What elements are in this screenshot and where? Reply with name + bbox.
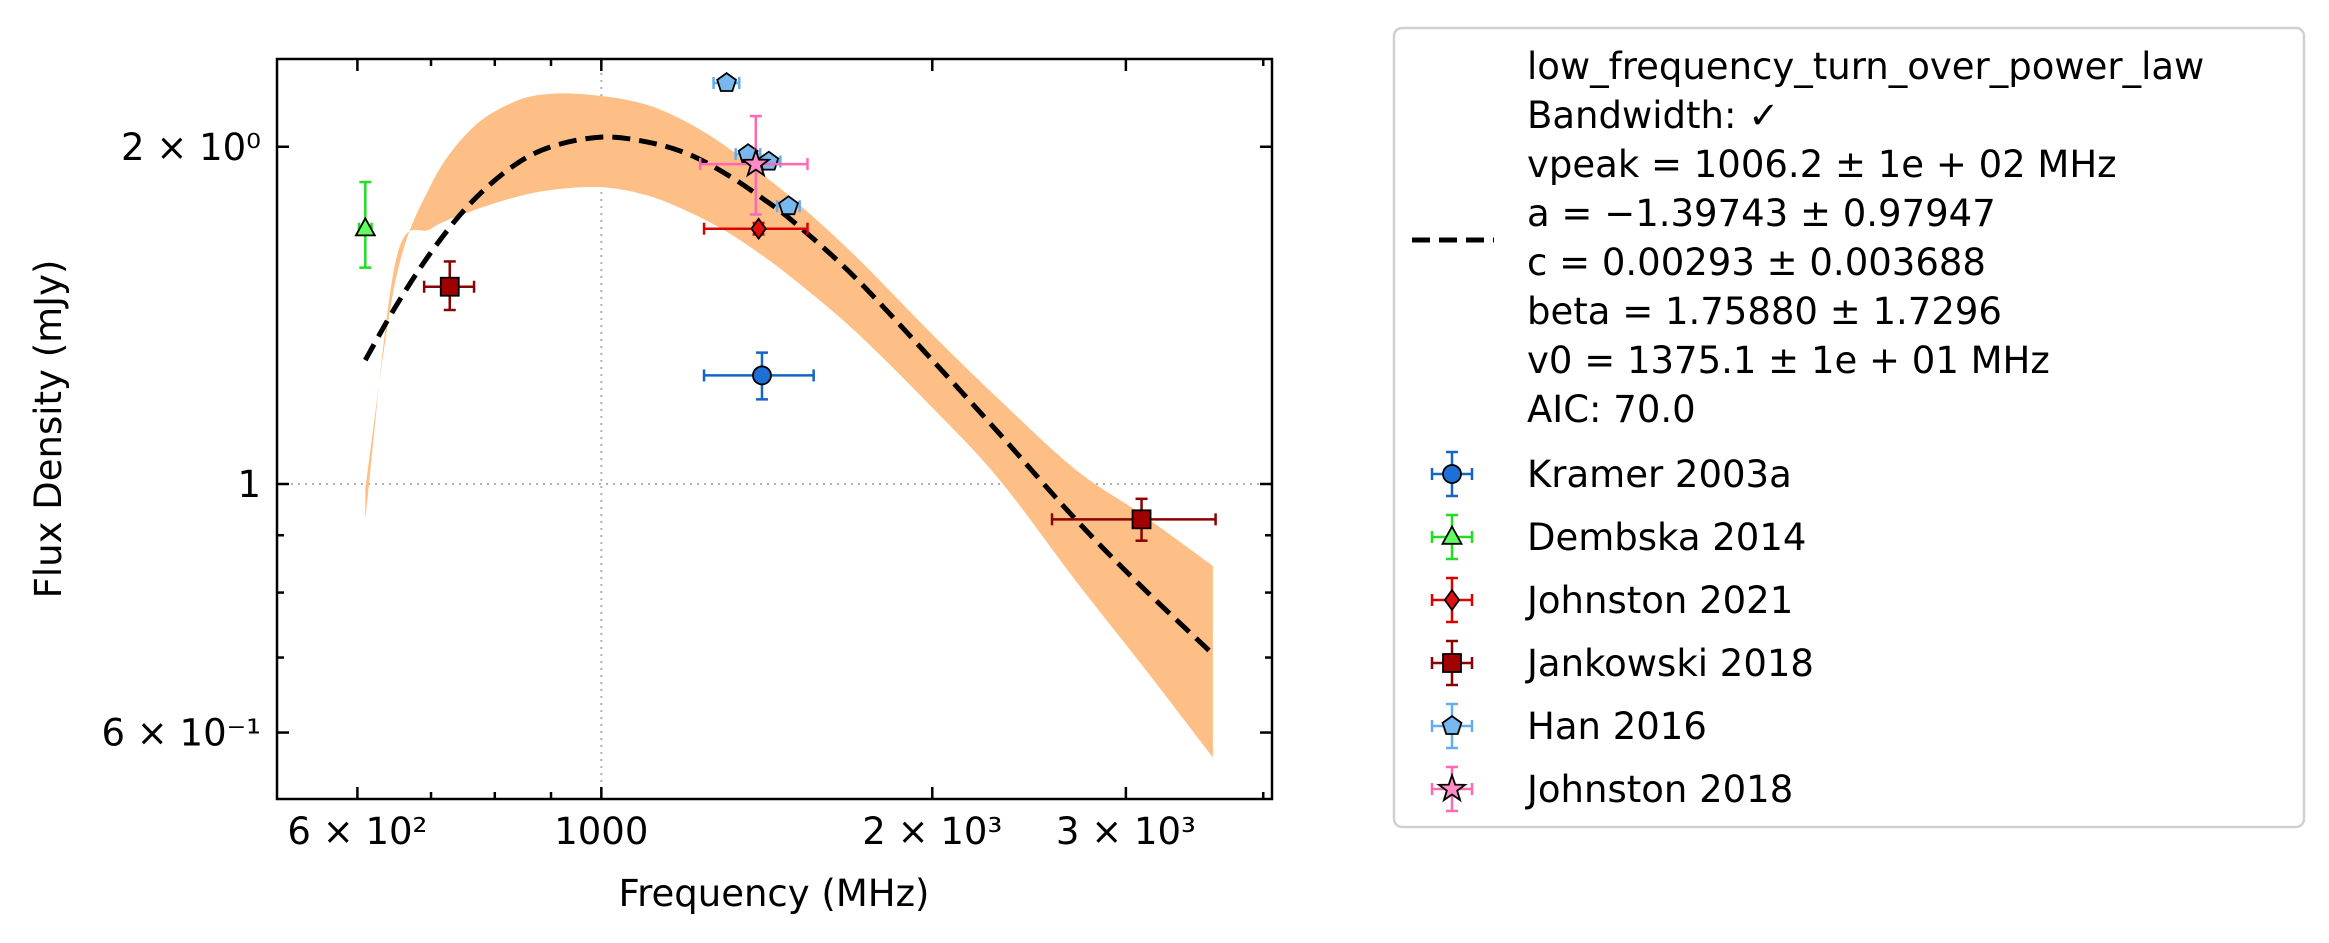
legend-fit-line-5: beta = 1.75880 ± 1.7296 [1527,290,2002,333]
series-jankowski-2018 [422,260,1217,542]
point-kramer-2003a-0 [702,351,815,401]
x-tick-label-2000: 2 × 10³ [862,810,1002,853]
legend-label-jankowski-2018: Jankowski 2018 [1525,642,1814,685]
fit-band-group [365,93,1213,758]
legend-fit-line-0: low_frequency_turn_over_power_law [1527,45,2204,88]
legend-handle-johnston-2021-marker [1443,588,1461,612]
legend-handle-dembska-2014 [1430,513,1474,561]
fit-curve-group [363,134,1215,656]
legend-handle-kramer-2003a [1430,450,1474,498]
y-tick-label-0.6: 6 × 10⁻¹ [101,712,261,755]
legend-handle-johnston-2018-marker [1436,772,1468,803]
y-tick-label-1: 1 [237,463,261,506]
plot-frame [275,57,1274,801]
y-tick-labels: 6 × 10⁻¹ 1 2 × 10⁰ [101,126,261,755]
legend-box [1392,26,2306,829]
legend-fit-line-4: c = 0.00293 ± 0.003688 [1527,241,1986,284]
y-tick-label-2: 2 × 10⁰ [121,126,261,169]
legend-handle-johnston-2018 [1430,765,1474,813]
legend-fit-line-1: Bandwidth: ✓ [1527,94,1779,137]
series-dembska-2014 [354,180,377,269]
point-johnston-2021-0 [702,217,809,241]
point-han-2016-0 [712,71,741,92]
grid [277,59,1272,799]
legend-fit-line-7: AIC: 70.0 [1527,388,1696,431]
legend-handle-han-2016-marker [1441,714,1463,735]
point-jankowski-2018-0-marker [439,276,460,297]
legend-handle-dembska-2014-marker [1440,524,1464,545]
series-johnston-2018 [698,114,809,216]
point-dembska-2014-0 [354,180,377,269]
series-kramer-2003a [702,351,815,401]
axis-ticks [277,59,1272,799]
point-jankowski-2018-1-marker [1131,509,1152,530]
fit-uncertainty-band [365,93,1213,758]
fit-curve [363,134,1215,656]
legend-fit-line-6: v0 = 1375.1 ± 1e + 01 MHz [1527,339,2050,382]
legend-handle-han-2016 [1430,702,1474,750]
point-han-2016-0-marker [716,71,738,92]
legend-fit-line-3: a = −1.39743 ± 0.97947 [1527,192,1996,235]
legend-handle-kramer-2003a-marker [1442,464,1462,484]
legend-label-johnston-2018: Johnston 2018 [1525,768,1793,811]
x-tick-label-3000: 3 × 10³ [1056,810,1196,853]
legend-handle-jankowski-2018 [1430,639,1474,687]
x-tick-label-600: 6 × 10² [287,810,427,853]
point-jankowski-2018-1 [1050,497,1217,542]
data-points [354,71,1217,542]
legend-handles [1412,237,1494,813]
point-jankowski-2018-0 [422,260,476,312]
point-han-2016-3-marker [778,195,799,216]
x-tick-labels: 6 × 10² 1000 2 × 10³ 3 × 10³ [287,810,1195,853]
point-dembska-2014-0-marker [354,216,377,237]
y-axis-label: Flux Density (mJy) [27,260,70,599]
legend: low_frequency_turn_over_power_law Bandwi… [1392,26,2306,829]
point-kramer-2003a-0-marker [752,365,772,386]
point-johnston-2018-0 [698,114,809,216]
point-johnston-2018-0-marker [740,147,772,178]
legend-handle-johnston-2021 [1430,576,1474,624]
legend-label-han-2016: Han 2016 [1527,705,1707,748]
legend-fit-line-2: vpeak = 1006.2 ± 1e + 02 MHz [1527,143,2117,186]
legend-label-johnston-2021: Johnston 2021 [1525,579,1793,622]
x-tick-label-1000: 1000 [554,810,648,853]
legend-label-dembska-2014: Dembska 2014 [1527,516,1806,559]
x-axis-label: Frequency (MHz) [619,872,930,915]
legend-handle-jankowski-2018-marker [1442,653,1462,673]
series-johnston-2021 [702,217,809,241]
point-han-2016-3 [775,195,801,216]
point-johnston-2021-0-marker [750,217,767,241]
legend-label-kramer-2003a: Kramer 2003a [1527,453,1792,496]
